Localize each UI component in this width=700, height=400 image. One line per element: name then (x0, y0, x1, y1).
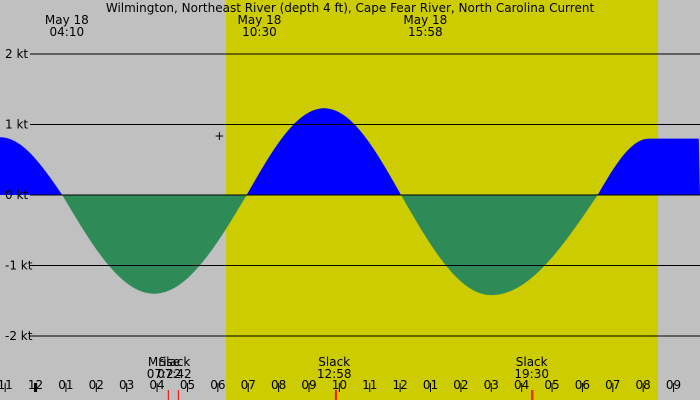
event-label-name: Slack (318, 355, 350, 369)
hour-tick-label: 04 (514, 378, 529, 392)
top-label-time: 15:58 (408, 25, 443, 39)
hour-tick-label: 02 (453, 378, 468, 392)
plus-marker: + (214, 129, 224, 143)
hour-tick-label: 12 (392, 378, 407, 392)
ebb-current-area (0, 195, 700, 296)
hour-tick-label: 07 (241, 378, 256, 392)
hour-tick-label: 05 (544, 378, 559, 392)
event-label-time: 07:22 (147, 367, 182, 381)
hour-tick-label: 05 (180, 378, 195, 392)
event-label-time: 19:30 (514, 367, 549, 381)
top-label-date: May 18 (403, 13, 447, 27)
hour-tick-label: 06 (575, 378, 590, 392)
event-label-name: Slack (516, 355, 548, 369)
top-label-time: 04:10 (50, 25, 85, 39)
hour-tick-label: 11 (0, 378, 13, 392)
hour-tick-label: 04 (149, 378, 164, 392)
hour-tick-label: 11 (362, 378, 377, 392)
y-tick-label: 0 kt (5, 188, 28, 202)
hour-tick-label: 09 (301, 378, 316, 392)
hour-tick-label: 02 (89, 378, 104, 392)
hour-tick-label: 09 (666, 378, 681, 392)
hour-tick-label: 03 (119, 378, 134, 392)
hour-tick-label: 12 (28, 378, 43, 392)
hour-tick-label: 06 (210, 378, 225, 392)
hour-tick-label: 01 (58, 378, 73, 392)
hour-tick-label: 03 (484, 378, 499, 392)
hour-tick-label: 01 (423, 378, 438, 392)
flood-current-area (0, 108, 700, 195)
event-label-name: Mrise (148, 355, 180, 369)
y-tick-label: 2 kt (5, 47, 28, 61)
chart-title: Wilmington, Northeast River (depth 4 ft)… (106, 1, 595, 15)
y-tick-label: -1 kt (5, 259, 33, 273)
event-label-time: 07:42 (157, 367, 192, 381)
hour-tick-label: 08 (271, 378, 286, 392)
hour-tick-label: 08 (636, 378, 651, 392)
hour-tick-label: 07 (605, 378, 620, 392)
top-label-date: May 18 (238, 13, 282, 27)
hour-tick-label: 10 (332, 378, 347, 392)
y-tick-label: 1 kt (5, 118, 28, 132)
top-label-time: 10:30 (242, 25, 277, 39)
top-label-date: May 18 (45, 13, 89, 27)
y-tick-label: -2 kt (5, 329, 33, 343)
event-label-time: 12:58 (317, 367, 352, 381)
event-label-name: Slack (158, 355, 190, 369)
